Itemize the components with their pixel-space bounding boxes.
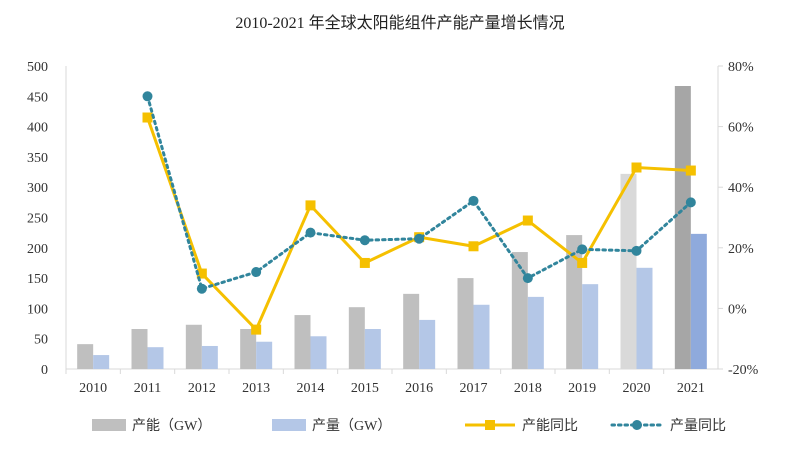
right-tick-label: 40% xyxy=(728,181,754,196)
line-production-growth xyxy=(146,94,693,291)
left-tick-label: 100 xyxy=(27,302,48,317)
chart-title: 2010-2021 年全球太阳能组件产能产量增长情况 xyxy=(235,14,564,32)
bar-capacity-2019 xyxy=(566,235,583,369)
marker-production-growth xyxy=(577,244,588,255)
left-tick-label: 150 xyxy=(27,272,48,287)
bar-capacity-2013 xyxy=(240,329,257,369)
x-tick-label: 2012 xyxy=(188,381,216,396)
bar-capacity-2011 xyxy=(131,329,148,369)
bar-production-2021 xyxy=(690,233,707,369)
bar-production-2011 xyxy=(147,347,164,369)
marker-capacity-growth xyxy=(685,165,696,176)
legend-label-capacity: 产能（GW） xyxy=(132,418,211,434)
x-tick-label: 2018 xyxy=(514,381,542,396)
right-tick-label: 0% xyxy=(728,302,747,317)
legend-marker-production-growth xyxy=(632,420,642,430)
marker-capacity-growth xyxy=(251,324,262,335)
marker-capacity-growth xyxy=(196,268,207,279)
left-tick-label: 300 xyxy=(27,181,48,196)
marker-capacity-growth xyxy=(468,241,479,252)
legend-label-production-growth: 产量同比 xyxy=(670,418,726,434)
bar-production-2017 xyxy=(473,304,490,369)
marker-capacity-growth xyxy=(577,257,588,268)
bar-capacity-2010 xyxy=(77,344,94,369)
left-tick-label: 350 xyxy=(27,151,48,166)
right-tick-label: 60% xyxy=(728,121,754,136)
left-tick-label: 400 xyxy=(27,121,48,136)
marker-production-growth xyxy=(359,235,370,246)
bar-capacity-2015 xyxy=(348,307,365,369)
marker-production-growth xyxy=(142,91,153,102)
bar-capacity-2016 xyxy=(403,293,420,369)
marker-capacity-growth xyxy=(631,162,642,173)
marker-production-growth xyxy=(305,227,316,238)
bar-production-2012 xyxy=(201,345,218,369)
left-tick-label: 500 xyxy=(27,60,48,75)
bar-capacity-2020 xyxy=(620,173,637,369)
marker-production-growth xyxy=(251,267,262,278)
right-tick-label: -20% xyxy=(728,363,759,378)
bar-production-2015 xyxy=(364,329,381,369)
bar-capacity-2012 xyxy=(185,324,202,369)
marker-production-growth xyxy=(631,245,642,256)
bar-production-2014 xyxy=(310,336,327,369)
x-tick-label: 2015 xyxy=(351,381,379,396)
right-tick-label: 80% xyxy=(728,60,754,75)
legend-swatch-capacity xyxy=(92,419,126,431)
marker-capacity-growth xyxy=(359,257,370,268)
bar-production-2019 xyxy=(582,284,599,369)
marker-production-growth xyxy=(685,197,696,208)
legend-label-capacity-growth: 产能同比 xyxy=(522,418,578,434)
left-tick-label: 0 xyxy=(41,363,48,378)
bar-production-2013 xyxy=(256,341,273,369)
bar-production-2018 xyxy=(527,296,544,369)
left-tick-label: 50 xyxy=(34,333,48,348)
x-tick-label: 2011 xyxy=(134,381,161,396)
bar-production-2016 xyxy=(419,319,436,369)
x-tick-label: 2010 xyxy=(79,381,107,396)
legend-marker-capacity-growth xyxy=(485,420,495,430)
x-tick-label: 2019 xyxy=(568,381,596,396)
left-tick-label: 200 xyxy=(27,242,48,257)
marker-capacity-growth xyxy=(305,200,316,211)
x-tick-label: 2021 xyxy=(677,381,705,396)
bar-production-2010 xyxy=(93,355,110,369)
marker-capacity-growth xyxy=(142,112,153,123)
left-tick-label: 450 xyxy=(27,90,48,105)
marker-capacity-growth xyxy=(522,215,533,226)
legend-label-production: 产量（GW） xyxy=(312,418,391,434)
bar-capacity-2018 xyxy=(511,252,528,369)
marker-production-growth xyxy=(414,233,425,244)
left-tick-label: 250 xyxy=(27,212,48,227)
x-tick-label: 2013 xyxy=(242,381,270,396)
right-tick-label: 20% xyxy=(728,242,754,257)
x-tick-label: 2016 xyxy=(405,381,433,396)
marker-production-growth xyxy=(522,273,533,284)
x-tick-label: 2017 xyxy=(460,381,488,396)
bar-capacity-2017 xyxy=(457,278,474,369)
bar-production-2020 xyxy=(636,267,653,369)
x-tick-label: 2014 xyxy=(297,381,325,396)
marker-production-growth xyxy=(468,195,479,206)
marker-production-growth xyxy=(196,283,207,294)
bar-capacity-2014 xyxy=(294,315,311,369)
legend-swatch-production xyxy=(272,419,306,431)
bar-capacity-2021 xyxy=(674,85,691,370)
x-tick-label: 2020 xyxy=(623,381,651,396)
